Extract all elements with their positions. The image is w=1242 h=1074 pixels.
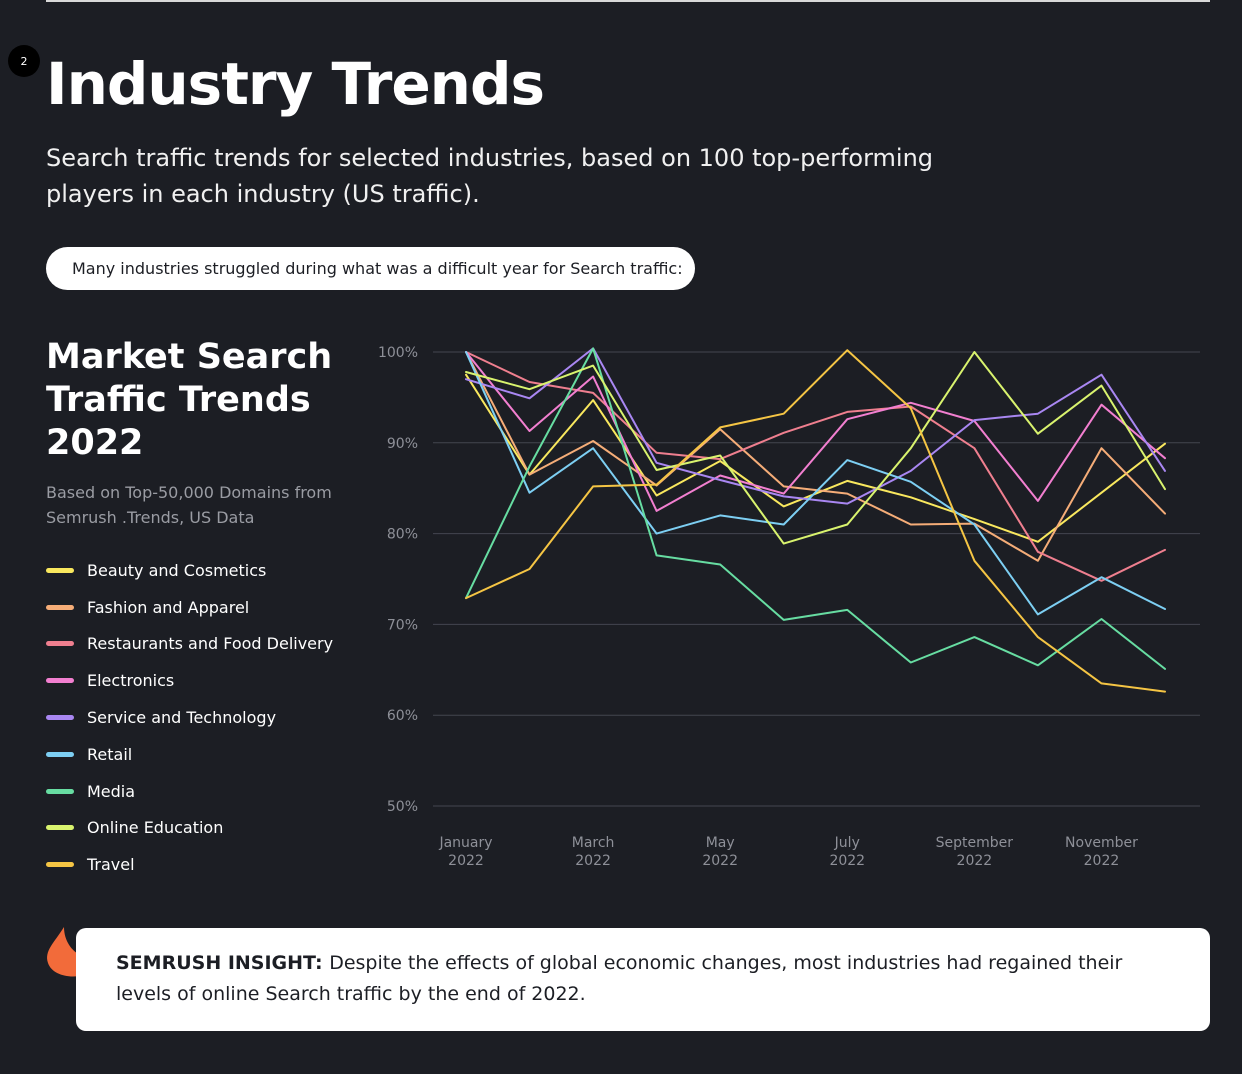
insight-text: Despite the effects of global economic c…	[116, 952, 1123, 1005]
page-title: Industry Trends	[46, 50, 545, 118]
x-tick-label: November	[1065, 835, 1138, 851]
x-tick-label: 2022	[448, 853, 484, 869]
x-tick-label: 2022	[957, 853, 993, 869]
series-line	[465, 351, 1166, 562]
legend-item: Media	[46, 773, 333, 810]
x-tick-label: 2022	[1084, 853, 1120, 869]
legend-label: Media	[87, 781, 136, 801]
legend-item: Travel	[46, 846, 333, 883]
x-tick-label: January	[438, 835, 492, 851]
series-line	[465, 347, 1166, 505]
y-tick-label: 50%	[387, 799, 418, 815]
chart-title: Market Search Traffic Trends 2022	[46, 337, 333, 463]
insight-label: SEMRUSH INSIGHT:	[116, 952, 330, 974]
insight-box: SEMRUSH INSIGHT: Despite the effects of …	[76, 928, 1210, 1031]
legend-label: Electronics	[87, 671, 175, 691]
x-tick-label: May	[706, 835, 735, 851]
y-tick-label: 60%	[387, 708, 418, 724]
legend-swatch	[46, 862, 74, 868]
chart-legend: Beauty and Cosmetics Fashion and Apparel R…	[46, 552, 333, 883]
legend-swatch	[46, 715, 74, 721]
series-line	[465, 349, 1166, 693]
y-tick-label: 80%	[387, 527, 418, 543]
legend-item: Electronics	[46, 662, 333, 699]
legend-label: Service and Technology	[87, 708, 277, 728]
legend-item: Fashion and Apparel	[46, 589, 333, 626]
series-line	[465, 351, 1166, 582]
legend-item: Beauty and Cosmetics	[46, 552, 333, 589]
legend-item: Online Education	[46, 810, 333, 847]
legend-label: Beauty and Cosmetics	[87, 560, 267, 580]
y-tick-label: 90%	[387, 436, 418, 452]
legend-item: Retail	[46, 736, 333, 773]
legend-label: Restaurants and Food Delivery	[87, 634, 334, 654]
chart-source-note: Based on Top-50,000 Domains from Semrush…	[46, 483, 332, 527]
y-tick-label: 70%	[387, 617, 418, 633]
top-divider	[46, 0, 1210, 2]
legend-swatch	[46, 751, 74, 757]
x-tick-label: July	[834, 835, 860, 851]
legend-swatch	[46, 604, 74, 610]
legend-label: Travel	[87, 855, 135, 875]
line-chart: 100% 90% 80% 70% 60% 50% January 2022 March 2022 M…	[378, 345, 1200, 869]
legend-item: Restaurants and Food Delivery	[46, 626, 333, 663]
page-number-badge: 2	[8, 45, 40, 77]
x-tick-label: March	[572, 835, 615, 851]
x-tick-label: 2022	[829, 853, 865, 869]
legend-label: Fashion and Apparel	[87, 597, 250, 617]
y-tick-label: 100%	[378, 345, 418, 361]
callout-text: Many industries struggled during what wa…	[72, 259, 683, 278]
series-line	[465, 351, 1166, 545]
series-line	[465, 351, 1166, 512]
legend-item: Service and Technology	[46, 699, 333, 736]
callout-pill: Many industries struggled during what wa…	[46, 247, 695, 290]
page-subtitle: Search traffic trends for selected indus…	[46, 144, 934, 208]
x-tick-label: September	[936, 835, 1014, 851]
legend-swatch	[46, 788, 74, 794]
legend-swatch	[46, 641, 74, 647]
x-tick-label: 2022	[575, 853, 611, 869]
series-line	[465, 351, 1166, 616]
legend-swatch	[46, 567, 74, 573]
legend-swatch	[46, 825, 74, 831]
legend-label: Retail	[87, 744, 133, 764]
series-line	[465, 347, 1166, 670]
x-tick-label: 2022	[702, 853, 738, 869]
legend-swatch	[46, 678, 74, 684]
legend-label: Online Education	[87, 818, 224, 838]
